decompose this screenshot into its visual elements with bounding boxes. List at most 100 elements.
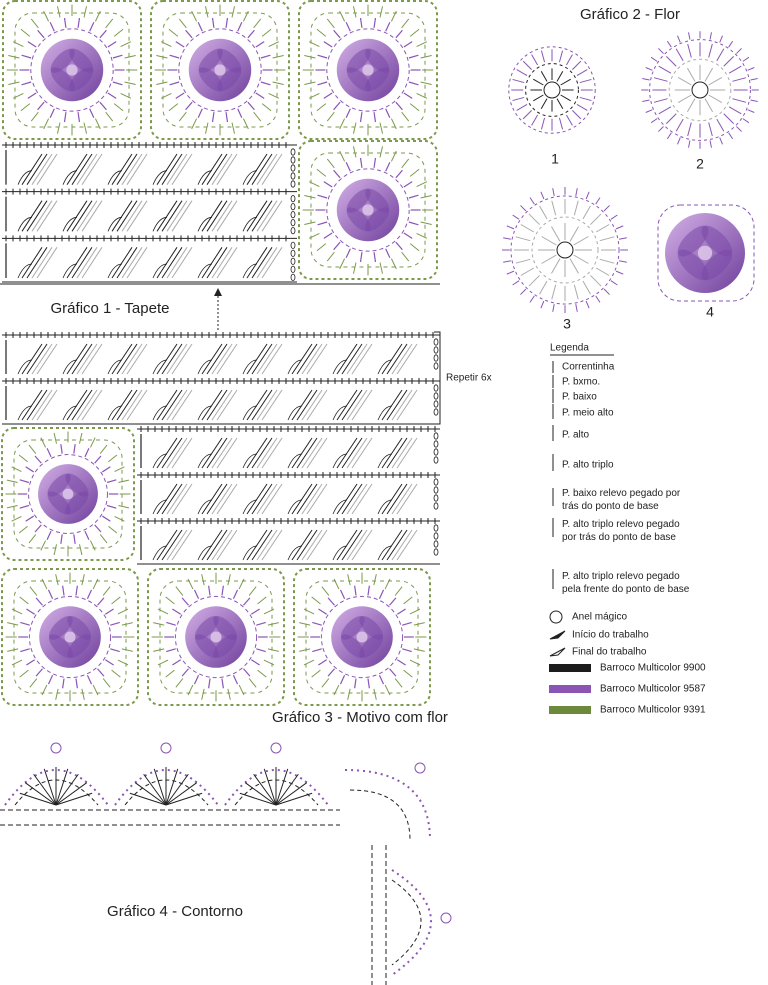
stitch — [197, 405, 213, 421]
stitch — [373, 688, 377, 700]
stitch — [503, 237, 511, 240]
stitch — [255, 41, 265, 48]
stitch — [152, 545, 168, 561]
chain — [290, 164, 296, 172]
stitch — [377, 499, 393, 515]
stitch — [708, 43, 713, 58]
stitch — [75, 585, 78, 596]
flower-petal — [198, 67, 223, 92]
stitch — [216, 483, 238, 515]
stitch — [17, 359, 33, 375]
flower-petal — [50, 48, 75, 73]
stitch — [107, 263, 123, 279]
stitch — [552, 188, 555, 196]
stitch — [304, 54, 316, 59]
stitch — [20, 28, 31, 37]
stitch — [327, 597, 335, 606]
stitch — [326, 111, 335, 122]
stitch — [134, 782, 167, 806]
stitch — [11, 466, 22, 473]
stitch — [306, 389, 328, 421]
stitch — [248, 586, 257, 596]
stitch — [317, 81, 328, 86]
stitch — [66, 343, 88, 375]
stitch — [401, 158, 410, 169]
stitch — [152, 453, 168, 469]
stitch — [251, 247, 273, 279]
stitch — [317, 194, 328, 199]
stitch — [381, 483, 403, 515]
stitch — [332, 499, 348, 515]
stitch — [385, 161, 391, 172]
stitch — [62, 170, 78, 185]
legend-label: pela frente do ponto de base — [562, 584, 690, 595]
stitch — [677, 94, 692, 104]
stitch — [41, 578, 48, 590]
stitch — [46, 530, 52, 541]
stitch — [420, 81, 432, 86]
stitch — [389, 597, 397, 606]
stitch — [287, 499, 303, 515]
flower-petal — [50, 67, 75, 92]
stitch — [117, 659, 129, 666]
stitch — [166, 343, 188, 375]
stitch — [359, 252, 363, 263]
stitch — [129, 792, 167, 806]
flower-petal — [359, 615, 384, 640]
flower-center — [356, 631, 368, 643]
chain-ring — [28, 454, 108, 534]
stitch — [723, 55, 735, 67]
stitch — [275, 782, 308, 806]
stitch — [253, 18, 262, 29]
stitch — [516, 103, 528, 111]
stitch — [251, 153, 273, 185]
stitch — [582, 280, 591, 295]
stitch — [108, 454, 118, 463]
stitch — [94, 524, 102, 533]
stitch — [261, 153, 283, 185]
picot — [414, 762, 426, 774]
stitch — [201, 200, 223, 232]
motif-border — [1, 568, 139, 706]
stitch — [216, 437, 238, 469]
stitch — [529, 197, 535, 205]
stitch — [402, 621, 412, 626]
stitch — [237, 108, 243, 119]
stitch — [111, 200, 133, 232]
stitch — [378, 589, 385, 600]
stitch — [105, 608, 114, 615]
stitch — [206, 343, 228, 375]
stitch — [516, 69, 528, 77]
stitch — [653, 77, 668, 82]
stitch — [256, 247, 278, 279]
stitch — [321, 678, 330, 688]
step-label: 3 — [563, 316, 571, 332]
stitch — [351, 529, 373, 561]
stitch — [595, 224, 610, 233]
flower-center — [62, 488, 74, 500]
stitch — [267, 622, 279, 626]
flower-petal — [365, 48, 390, 73]
stitch — [6, 505, 18, 509]
stitch — [112, 54, 123, 59]
stitch — [246, 389, 268, 421]
stitch — [191, 118, 198, 130]
stitch — [533, 78, 544, 86]
flower-center — [362, 64, 374, 76]
chain — [433, 448, 439, 456]
stitch — [540, 71, 548, 82]
stitch — [114, 515, 125, 522]
stitch — [193, 589, 200, 600]
step-label: 4 — [706, 304, 714, 320]
stitch — [565, 54, 573, 66]
flower-center — [362, 204, 374, 216]
stitch — [367, 678, 370, 689]
stitch — [11, 608, 23, 615]
stitch — [390, 10, 397, 22]
stitch — [17, 263, 33, 279]
stitch — [595, 197, 601, 205]
stitch — [728, 40, 734, 48]
stitch — [27, 92, 37, 99]
stitch — [197, 499, 213, 515]
stitch — [263, 659, 275, 666]
